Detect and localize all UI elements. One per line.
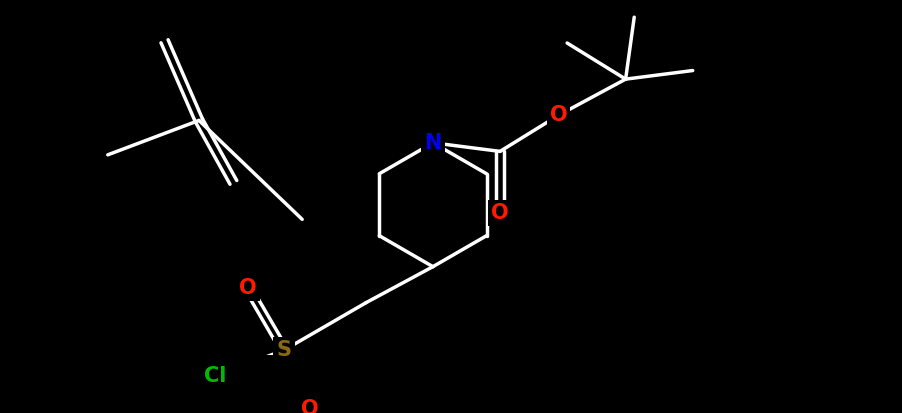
Text: S: S (277, 340, 291, 360)
Text: N: N (424, 133, 442, 153)
Text: O: O (301, 399, 318, 413)
Text: O: O (549, 105, 567, 125)
Text: O: O (239, 278, 257, 298)
Text: O: O (492, 203, 509, 223)
Text: Cl: Cl (204, 366, 226, 386)
